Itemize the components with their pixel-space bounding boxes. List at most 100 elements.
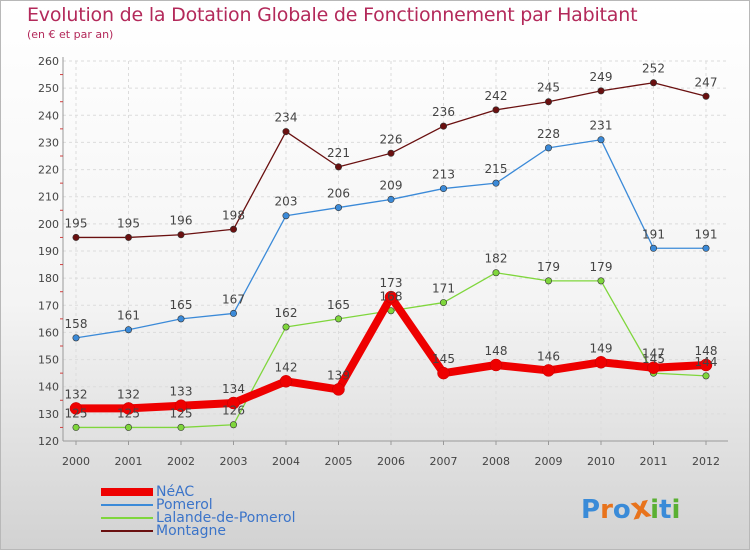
x-tick-label: 2003: [220, 455, 248, 468]
legend-item: NéAC: [101, 484, 361, 500]
axes: 120 130 140 150 160 170 180 190 200 210 220 230 240 2…: [38, 55, 728, 468]
legend-label: NéAC: [156, 484, 195, 500]
x-tick-label: 2006: [377, 455, 405, 468]
data-point: [387, 195, 395, 203]
x-tick-label: 2005: [325, 455, 353, 468]
y-tick-label: 250: [38, 82, 59, 95]
logo-letter: i: [650, 495, 660, 525]
data-label: 209: [380, 178, 403, 192]
y-tick-label: 190: [38, 245, 59, 258]
data-label: 146: [537, 349, 560, 363]
data-point: [439, 185, 447, 193]
x-tick-label: 2009: [535, 455, 563, 468]
data-label: 234: [275, 111, 298, 125]
x-tick-label: 2000: [62, 455, 90, 468]
y-tick-label: 170: [38, 299, 59, 312]
data-point: [177, 315, 185, 323]
legend-item: Montagne: [101, 523, 361, 539]
data-label: 133: [170, 385, 193, 399]
data-point: [227, 396, 240, 410]
data-label: 145: [432, 352, 455, 366]
data-label: 148: [485, 344, 508, 358]
y-tick-label: 230: [38, 136, 59, 149]
data-label: 165: [327, 298, 350, 312]
data-point: [597, 87, 605, 95]
data-label: 198: [222, 208, 245, 222]
data-point: [125, 233, 133, 241]
data-point: [437, 366, 450, 380]
data-point: [492, 106, 500, 114]
data-label: 167: [222, 292, 245, 306]
y-tick-label: 210: [38, 191, 59, 204]
data-label: 203: [275, 195, 298, 209]
data-label: 173: [380, 276, 403, 290]
data-label: 125: [117, 406, 140, 420]
y-tick-label: 260: [38, 55, 59, 68]
x-tick-label: 2012: [692, 455, 720, 468]
data-point: [699, 358, 713, 372]
data-label: 231: [590, 119, 613, 133]
data-label: 147: [642, 347, 665, 361]
logo-letter: o: [612, 495, 631, 525]
data-point: [702, 372, 710, 380]
data-label: 179: [590, 260, 613, 274]
data-point: [649, 79, 657, 87]
data-label: 145: [642, 352, 665, 366]
data-label: 139: [327, 368, 350, 382]
data-point: [177, 231, 185, 239]
data-point: [492, 269, 500, 277]
data-point: [439, 122, 447, 130]
y-tick-label: 240: [38, 109, 59, 122]
data-point: [125, 423, 133, 431]
data-point: [177, 423, 185, 431]
data-label: 168: [380, 290, 403, 304]
y-tick-label: 150: [38, 354, 59, 367]
y-tick-label: 200: [38, 218, 59, 231]
x-tick-label: 2007: [430, 455, 458, 468]
data-point: [230, 421, 238, 429]
x-tick-label: 2002: [167, 455, 195, 468]
data-point: [282, 128, 290, 136]
data-point: [542, 364, 555, 377]
chart-subtitle: (en € et par an): [27, 28, 114, 41]
data-label: 249: [590, 70, 613, 84]
data-point: [489, 358, 503, 372]
data-point: [597, 136, 605, 144]
legend-label: Montagne: [156, 523, 226, 539]
data-point: [282, 212, 290, 220]
data-point: [647, 361, 660, 374]
data-point: [384, 290, 398, 304]
legend-swatch: [101, 517, 153, 519]
y-tick-label: 180: [38, 272, 59, 285]
data-label: 126: [222, 404, 245, 418]
data-point: [439, 299, 447, 307]
data-point: [492, 179, 500, 187]
data-label: 195: [65, 216, 88, 230]
data-label: 171: [432, 282, 455, 296]
y-tick-label: 220: [38, 164, 59, 177]
legend-label: Lalande-de-Pomerol: [156, 510, 296, 526]
logo-letter: r: [600, 495, 613, 525]
data-label: 125: [65, 406, 88, 420]
data-label: 149: [590, 341, 613, 355]
data-point: [334, 204, 342, 212]
data-label: 182: [485, 252, 508, 266]
data-label: 191: [642, 227, 665, 241]
data-label: 252: [642, 62, 665, 76]
legend-item: Lalande-de-Pomerol: [101, 510, 361, 526]
x-tick-label: 2001: [115, 455, 143, 468]
data-label: 215: [485, 162, 508, 176]
data-point: [544, 98, 552, 106]
data-point: [69, 402, 83, 415]
data-label: 228: [537, 127, 560, 141]
data-label: 242: [485, 89, 508, 103]
x-tick-label: 2010: [587, 455, 615, 468]
data-label: 221: [327, 146, 350, 160]
data-point: [72, 423, 80, 431]
data-point: [597, 277, 605, 285]
y-tick-label: 120: [38, 435, 59, 448]
data-label: 142: [275, 360, 298, 374]
